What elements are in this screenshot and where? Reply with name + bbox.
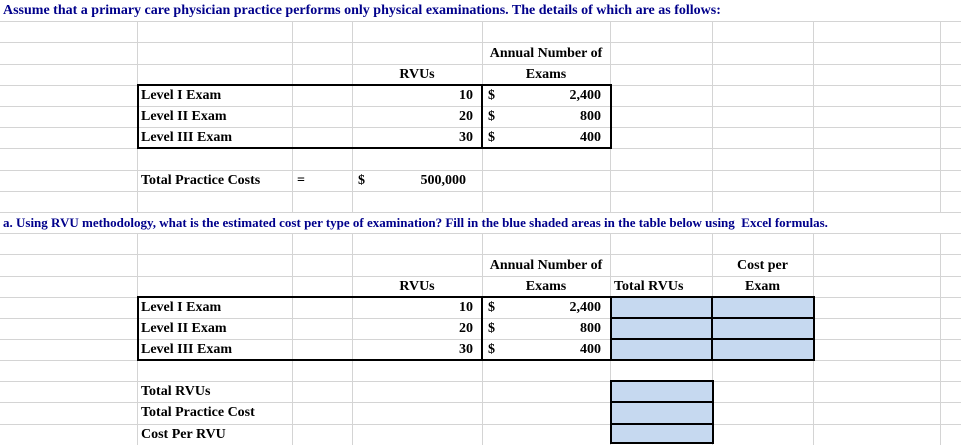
t2-header-total-rvus: Total RVUs: [614, 279, 684, 294]
t1-row-currency: $: [488, 130, 495, 145]
gridline: [0, 212, 961, 213]
t1-border-bottom: [137, 147, 612, 149]
t1-total-amount: 500,000: [420, 173, 467, 188]
t2-border-right: [813, 296, 815, 361]
t2-header-annual-line1: Annual Number of: [489, 258, 603, 273]
t2-row-currency: $: [488, 342, 495, 357]
gridline: [0, 402, 961, 403]
question-a: a. Using RVU methodology, what is the es…: [3, 215, 828, 230]
gridline: [0, 276, 961, 277]
gridline: [813, 21, 814, 212]
gridline: [0, 127, 961, 128]
t1-header-annual-line2: Exams: [525, 67, 567, 82]
t2-input-total-rvus-level3[interactable]: [610, 339, 712, 360]
summary-border-mid2: [610, 423, 714, 425]
t1-row-currency: $: [488, 109, 495, 124]
summary-label-total-practice-cost: Total Practice Cost: [141, 405, 255, 420]
gridline: [0, 318, 961, 319]
t1-total-currency: $: [358, 173, 365, 188]
t1-row-currency: $: [488, 88, 495, 103]
summary-border-top: [610, 380, 714, 382]
t1-row-label: Level III Exam: [141, 130, 232, 145]
summary-input-cost-per-rvu[interactable]: [610, 424, 712, 443]
t2-header-costper-line2: Exam: [745, 279, 780, 294]
t1-header-annual-line1: Annual Number of: [489, 46, 603, 61]
gridline: [940, 21, 941, 212]
intro-statement: Assume that a primary care physician pra…: [3, 3, 721, 18]
summary-border-mid1: [610, 401, 714, 403]
t2-row-label: Level III Exam: [141, 342, 232, 357]
gridline: [352, 21, 353, 212]
t1-row-label: Level I Exam: [141, 88, 222, 103]
t2-row-exams: 400: [580, 342, 601, 357]
t2-border-left: [137, 296, 139, 361]
t1-border-mid: [481, 84, 483, 149]
t2-row-rvus: 20: [459, 321, 473, 336]
gridline: [0, 233, 961, 234]
t1-row-rvus: 10: [459, 88, 473, 103]
t1-border-left: [137, 84, 139, 149]
gridline: [292, 21, 293, 212]
gridline: [0, 21, 961, 22]
gridline: [0, 254, 961, 255]
gridline: [0, 106, 961, 107]
t2-input-total-rvus-level2[interactable]: [610, 318, 712, 339]
t1-row-exams: 800: [580, 109, 601, 124]
t1-row-rvus: 20: [459, 109, 473, 124]
t2-row-rvus: 10: [459, 300, 473, 315]
t1-header-rvus: RVUs: [399, 67, 435, 82]
t2-row-label: Level I Exam: [141, 300, 222, 315]
t1-total-equals: =: [297, 173, 305, 188]
gridline: [0, 424, 961, 425]
t2-header-costper-line1: Cost per: [737, 258, 788, 273]
t2-row-label: Level II Exam: [141, 321, 227, 336]
gridline: [0, 170, 961, 171]
t2-input-cost-per-exam-level1[interactable]: [712, 297, 813, 318]
t2-border-v3: [711, 296, 713, 361]
t2-input-cost-per-exam-level2[interactable]: [712, 318, 813, 339]
t2-input-total-rvus-level1[interactable]: [610, 297, 712, 318]
t2-row-rvus: 30: [459, 342, 473, 357]
t1-row-exams: 2,400: [569, 88, 602, 103]
summary-border-bottom: [610, 442, 714, 444]
summary-label-cost-per-rvu: Cost Per RVU: [141, 427, 226, 442]
gridline: [0, 381, 961, 382]
t2-header-annual-line2: Exams: [525, 279, 567, 294]
t2-border-v1: [481, 296, 483, 361]
gridline: [0, 191, 961, 192]
summary-border-left: [610, 380, 612, 444]
t2-row-currency: $: [488, 321, 495, 336]
t1-border-top: [137, 84, 612, 86]
t2-border-v2: [610, 296, 612, 361]
gridline: [0, 64, 961, 65]
t1-row-exams: 400: [580, 130, 601, 145]
t2-header-rvus: RVUs: [399, 279, 435, 294]
t1-total-label: Total Practice Costs: [141, 173, 261, 188]
gridline: [0, 42, 961, 43]
t2-row-exams: 2,400: [569, 300, 602, 315]
summary-input-total-rvus[interactable]: [610, 381, 712, 402]
t2-border-top: [137, 296, 815, 298]
gridline: [0, 339, 961, 340]
gridline: [712, 21, 713, 212]
t2-border-bottom: [137, 359, 815, 361]
t1-row-label: Level II Exam: [141, 109, 227, 124]
t2-row-exams: 800: [580, 321, 601, 336]
t1-border-right: [610, 84, 612, 149]
t2-input-cost-per-exam-level3[interactable]: [712, 339, 813, 360]
summary-input-total-practice-cost[interactable]: [610, 402, 712, 424]
t2-row-currency: $: [488, 300, 495, 315]
summary-border-right: [712, 380, 714, 444]
summary-label-total-rvus: Total RVUs: [141, 384, 211, 399]
t1-row-rvus: 30: [459, 130, 473, 145]
